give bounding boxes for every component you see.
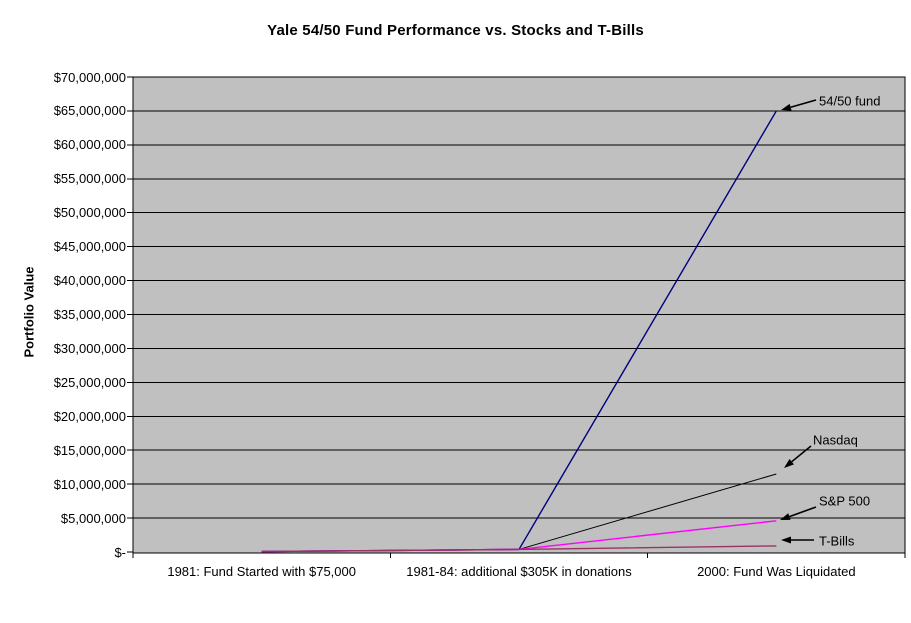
annotation-arrow-head [781,103,792,111]
y-axis-tick-label: $30,000,000 [53,340,126,356]
annotation-arrow-head [784,458,794,468]
series-annotation-label: 54/50 fund [819,93,881,109]
y-axis-tick-label: $35,000,000 [53,307,126,322]
series-annotation-label: Nasdaq [813,432,858,448]
x-axis-category-label: 1981-84: additional $305K in donations [406,564,632,579]
annotation-arrow-shaft [790,99,817,109]
y-axis-tick-label: $5,000,000 [60,510,126,526]
annotation-arrow-shaft [791,445,812,463]
y-axis-tick-label: $45,000,000 [53,239,126,255]
y-axis-tick-label: $55,000,000 [53,171,126,187]
y-axis-tick-label: $- [114,544,126,560]
annotation-arrow-shaft [789,506,817,518]
series-annotation-label: T-Bills [819,533,855,549]
x-axis-category-label: 2000: Fund Was Liquidated [697,564,856,579]
series-annotation-label: S&P 500 [819,493,871,509]
y-axis-tick-label: $10,000,000 [53,476,126,492]
y-axis-tick-label: $40,000,000 [53,273,126,289]
annotation-arrow-head [780,513,791,520]
annotation-arrow-head [781,536,791,544]
y-axis-tick-label: $25,000,000 [53,374,126,390]
y-axis-tick-label: $50,000,000 [53,205,126,221]
x-axis-category-label: 1981: Fund Started with $75,000 [167,564,356,579]
y-axis-tick-label: $65,000,000 [53,103,126,119]
y-axis-tick-label: $70,000,000 [53,69,126,85]
y-axis-tick-label: $60,000,000 [53,137,126,153]
y-axis-tick-label: $20,000,000 [53,408,126,424]
y-axis-tick-label: $15,000,000 [53,442,126,458]
series-line-t-bills [261,545,777,553]
chart-title: Yale 54/50 Fund Performance vs. Stocks a… [267,22,644,39]
